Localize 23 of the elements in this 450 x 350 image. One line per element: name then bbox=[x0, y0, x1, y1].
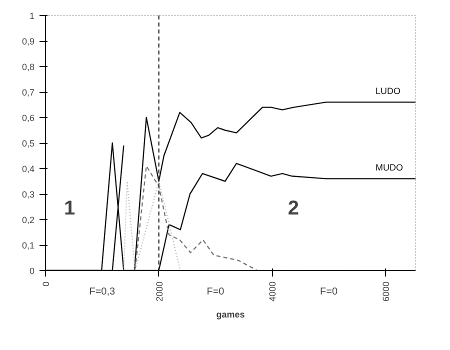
y-tick-label: 0,5 bbox=[22, 138, 35, 148]
y-tick-label: 0,8 bbox=[22, 62, 35, 72]
x-tick-label: 4000 bbox=[268, 281, 278, 302]
x-tick-label: 2000 bbox=[154, 281, 164, 302]
y-tick-label: 0,6 bbox=[22, 113, 35, 123]
series-label: LUDO bbox=[376, 86, 401, 96]
y-tick-label: 0,9 bbox=[22, 36, 35, 46]
text: F=0 bbox=[206, 286, 225, 298]
y-tick-label: 0,1 bbox=[22, 240, 35, 250]
x-axis-title: games bbox=[216, 310, 245, 320]
y-tick-label: 0 bbox=[29, 266, 35, 276]
y-tick-label: 0,4 bbox=[22, 164, 35, 174]
y-tick-label: 0,2 bbox=[22, 215, 35, 225]
x-tick-label: 6000 bbox=[380, 281, 391, 302]
annotation: 2 bbox=[288, 197, 299, 220]
annotation: 1 bbox=[64, 197, 76, 220]
text: F=0,3 bbox=[89, 286, 116, 298]
x-tick-label: 0 bbox=[41, 281, 51, 287]
y-tick-label: 1 bbox=[29, 11, 35, 21]
y-tick-label: 0,3 bbox=[22, 190, 35, 200]
y-tick-label: 0,7 bbox=[22, 88, 35, 98]
text: F=0 bbox=[320, 286, 338, 298]
series-label: MUDO bbox=[376, 162, 403, 173]
